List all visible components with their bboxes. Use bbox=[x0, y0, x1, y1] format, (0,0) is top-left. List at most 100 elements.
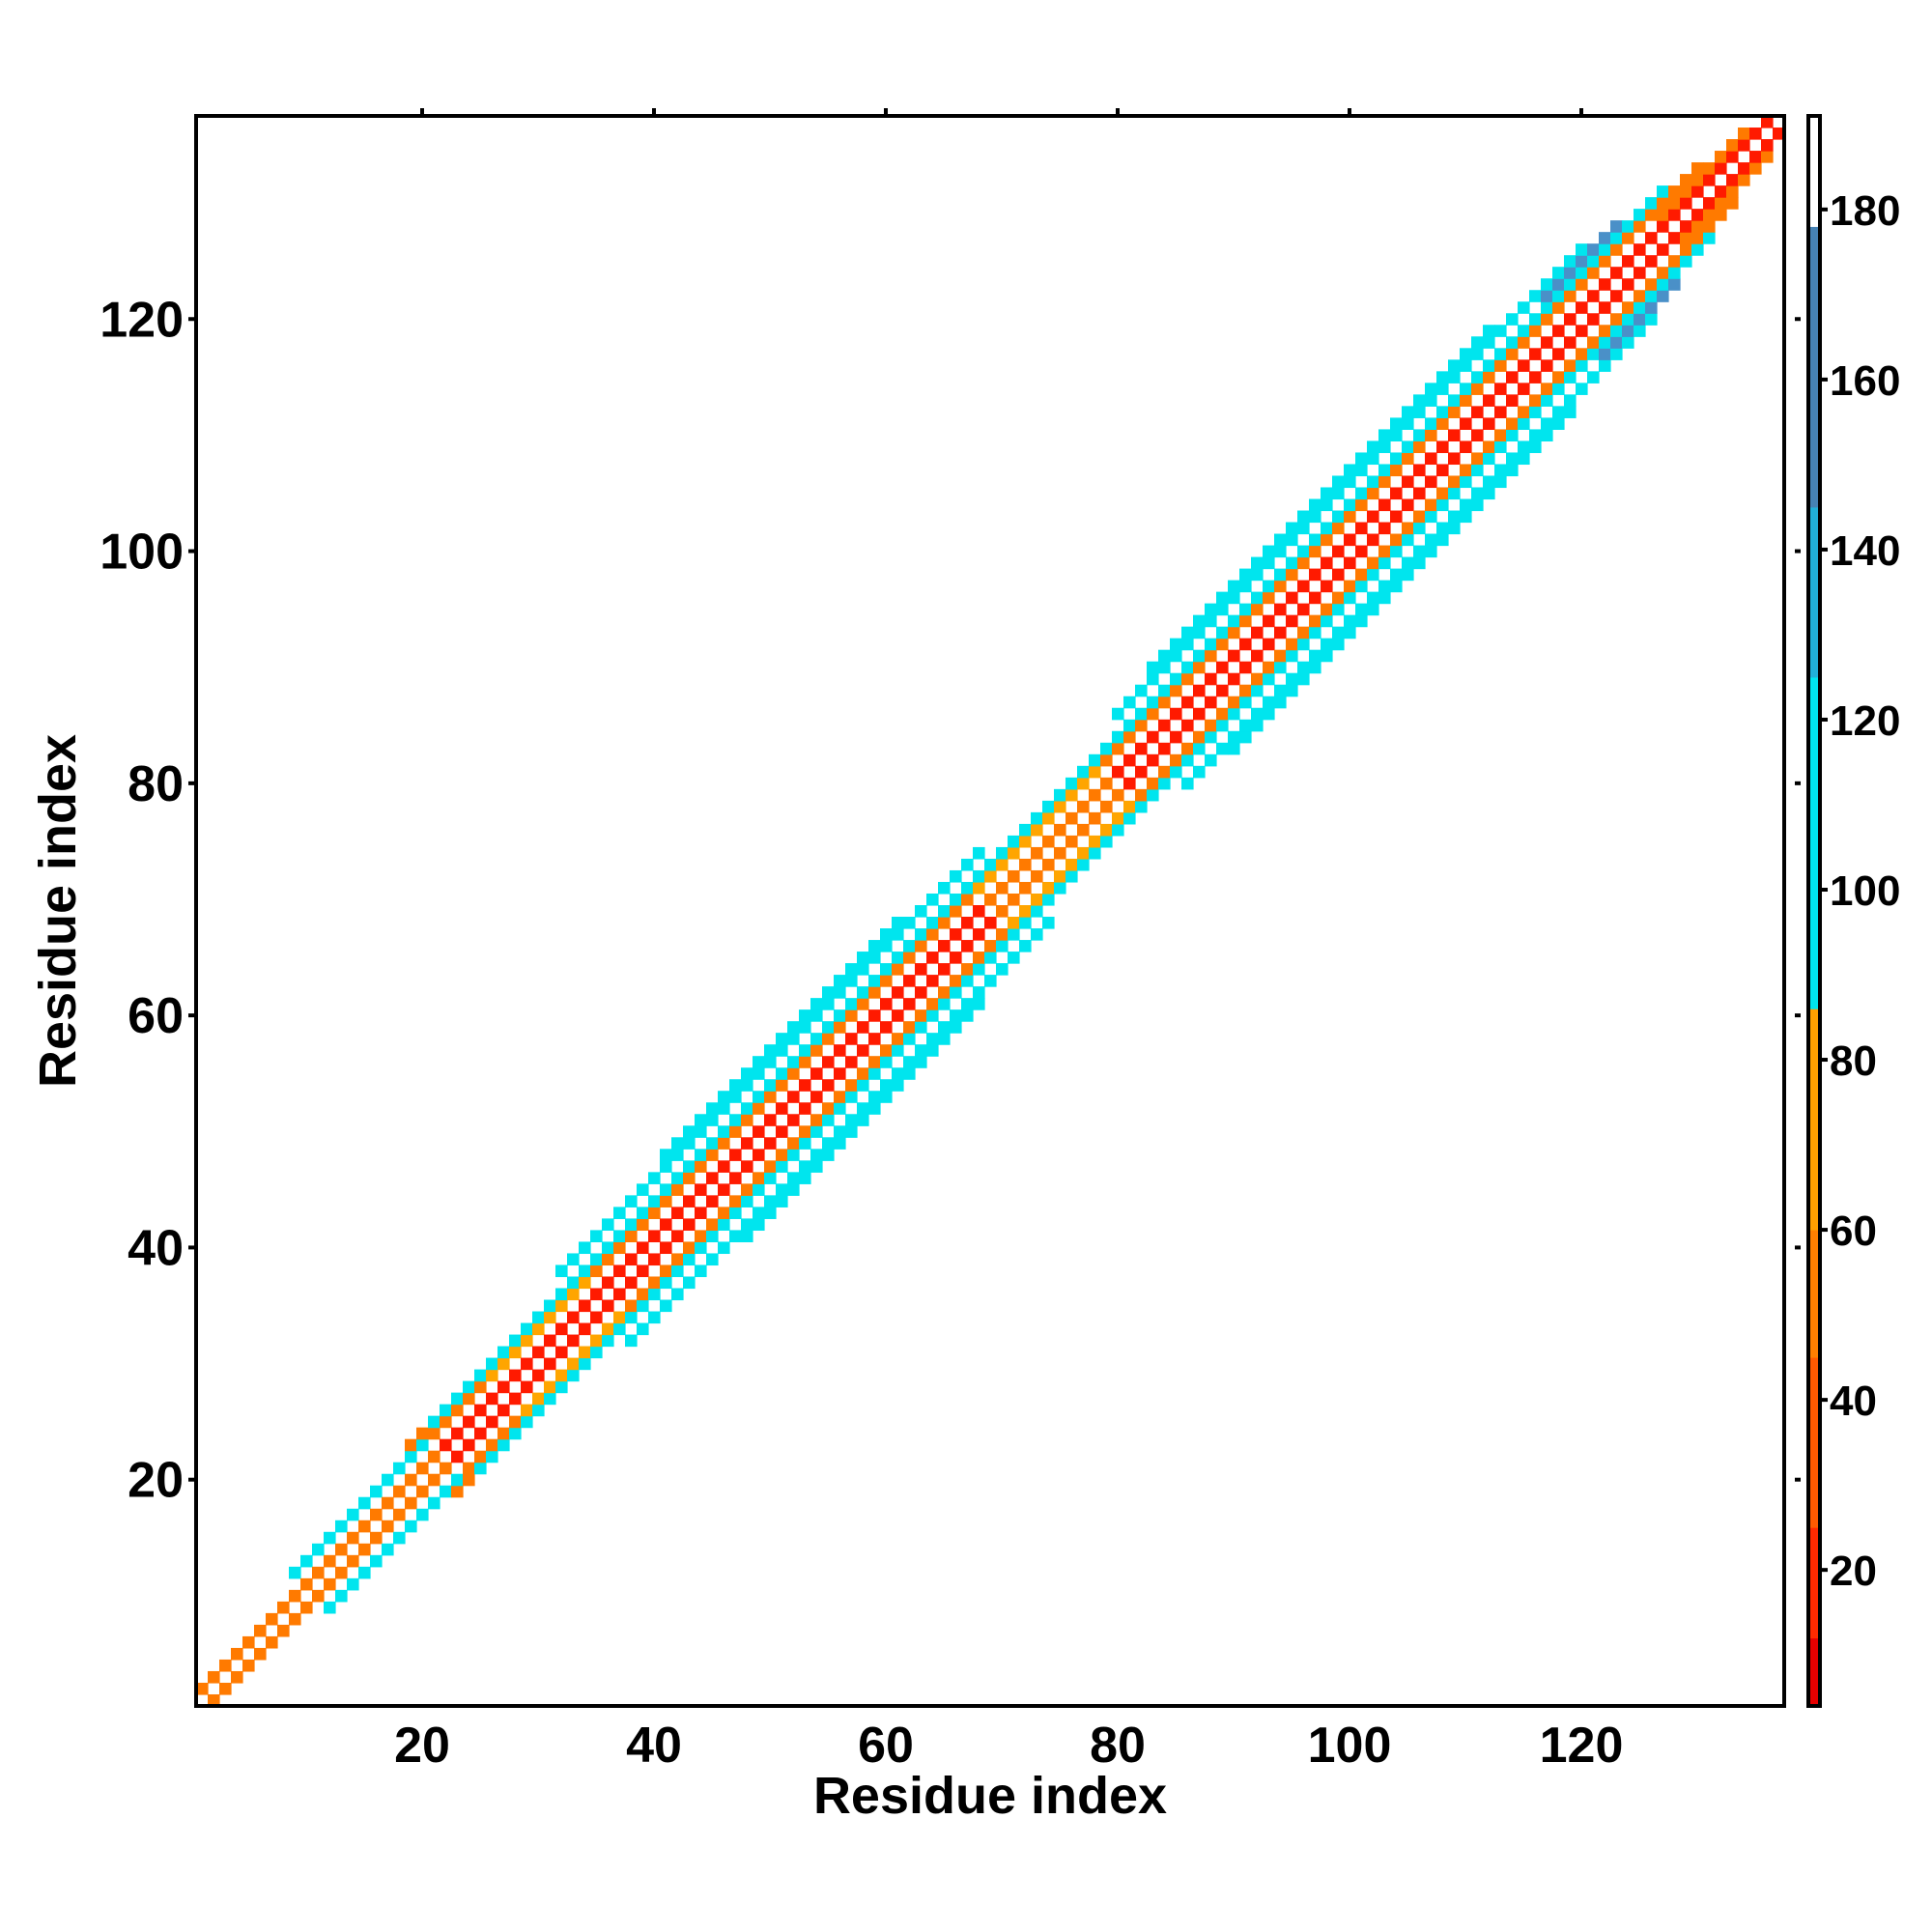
colorbar-segment bbox=[1808, 1230, 1820, 1358]
heatmap-cell bbox=[938, 881, 951, 895]
heatmap-cell bbox=[706, 1102, 719, 1115]
heatmap-cell bbox=[1239, 568, 1252, 582]
heatmap-cell bbox=[1054, 846, 1066, 860]
heatmap-cell bbox=[926, 975, 939, 987]
heatmap-cell bbox=[834, 1044, 846, 1057]
heatmap-cell bbox=[764, 1079, 777, 1092]
heatmap-cell bbox=[474, 1380, 487, 1394]
heatmap-cell bbox=[799, 1056, 811, 1068]
heatmap-cell bbox=[683, 1137, 696, 1150]
heatmap-cell bbox=[602, 1334, 614, 1348]
heatmap-cell bbox=[868, 1067, 881, 1080]
heatmap-cell bbox=[1471, 487, 1484, 500]
y-axis: 20 40 60 80 100 120 bbox=[99, 292, 196, 1509]
heatmap-cell bbox=[1494, 348, 1507, 360]
heatmap-cell bbox=[555, 1299, 568, 1313]
heatmap-cell bbox=[1506, 394, 1519, 407]
heatmap-cell bbox=[1263, 556, 1275, 570]
heatmap-cell bbox=[915, 940, 927, 952]
heatmap-cell bbox=[753, 1125, 765, 1138]
heatmap-cell bbox=[706, 1253, 719, 1266]
heatmap-cell bbox=[1263, 696, 1275, 709]
heatmap-cell bbox=[1680, 185, 1692, 198]
heatmap-cell bbox=[648, 1230, 661, 1243]
colorbar-tick-label: 160 bbox=[1830, 357, 1900, 405]
heatmap-cell bbox=[1297, 545, 1310, 558]
heatmap-cell bbox=[1471, 406, 1484, 418]
heatmap-cell bbox=[880, 940, 893, 952]
heatmap-cell bbox=[834, 975, 846, 987]
heatmap-cell bbox=[1576, 243, 1588, 256]
heatmap-cell bbox=[868, 940, 881, 952]
heatmap-cell bbox=[776, 1044, 788, 1057]
heatmap-cell bbox=[938, 986, 951, 999]
heatmap-cell bbox=[1355, 487, 1368, 500]
heatmap-cell bbox=[1321, 533, 1333, 547]
heatmap-cell bbox=[787, 1033, 800, 1045]
colorbar-tick-label: 80 bbox=[1830, 1037, 1877, 1085]
heatmap-cell bbox=[1193, 661, 1206, 674]
heatmap-cell bbox=[335, 1543, 348, 1556]
heatmap-cell bbox=[718, 1091, 730, 1103]
heatmap-cell bbox=[1297, 638, 1310, 651]
heatmap-cell bbox=[950, 986, 962, 999]
heatmap-cell bbox=[1193, 730, 1206, 744]
heatmap-cell bbox=[1216, 684, 1229, 697]
heatmap-cell bbox=[1054, 869, 1066, 883]
heatmap-cell bbox=[1691, 220, 1704, 233]
heatmap-cell bbox=[1344, 614, 1356, 628]
heatmap-cell bbox=[509, 1334, 522, 1348]
heatmap-cell bbox=[1436, 464, 1449, 477]
heatmap-cell bbox=[1680, 174, 1692, 186]
heatmap-cell bbox=[590, 1288, 603, 1301]
heatmap-cell bbox=[1402, 406, 1414, 418]
heatmap-cell bbox=[1089, 765, 1101, 779]
heatmap-cell bbox=[1228, 649, 1240, 663]
heatmap-cell bbox=[1576, 383, 1588, 395]
heatmap-cell bbox=[996, 928, 1009, 941]
heatmap-cell bbox=[579, 1346, 591, 1359]
heatmap-cell bbox=[1564, 255, 1577, 268]
heatmap-cell bbox=[590, 1346, 603, 1359]
heatmap-cell bbox=[1274, 684, 1287, 697]
heatmap-cell bbox=[1402, 522, 1414, 535]
heatmap-cell bbox=[1390, 487, 1403, 500]
heatmap-cell bbox=[1309, 545, 1321, 558]
heatmap-cell bbox=[926, 1033, 939, 1045]
heatmap-cell bbox=[1239, 603, 1252, 616]
heatmap-cell bbox=[1460, 498, 1472, 512]
heatmap-cell bbox=[324, 1531, 336, 1545]
heatmap-cell bbox=[1170, 672, 1182, 686]
heatmap-cell bbox=[347, 1531, 359, 1545]
heatmap-cell bbox=[1749, 128, 1762, 140]
heatmap-cell bbox=[1042, 917, 1055, 929]
heatmap-cell bbox=[567, 1357, 580, 1371]
heatmap-cell bbox=[1657, 278, 1669, 291]
heatmap-cell bbox=[880, 963, 893, 976]
heatmap-cell bbox=[950, 1009, 962, 1022]
heatmap-cell bbox=[1541, 417, 1553, 430]
heatmap-cell bbox=[903, 917, 916, 929]
heatmap-cell bbox=[1436, 522, 1449, 535]
heatmap-cell bbox=[1529, 371, 1542, 384]
heatmap-cell bbox=[1112, 707, 1124, 721]
heatmap-cell bbox=[1726, 185, 1739, 198]
heatmap-cell bbox=[822, 1114, 835, 1126]
heatmap-cell bbox=[1065, 835, 1078, 848]
heatmap-cell bbox=[1008, 917, 1020, 929]
heatmap-cell bbox=[1413, 429, 1426, 441]
heatmap-cell bbox=[996, 940, 1009, 952]
heatmap-cell bbox=[984, 858, 997, 871]
heatmap-cell bbox=[416, 1508, 429, 1521]
heatmap-cell bbox=[1274, 545, 1287, 558]
heatmap-cell bbox=[1205, 696, 1217, 709]
heatmap-cell bbox=[776, 1033, 788, 1045]
heatmap-cell bbox=[440, 1415, 452, 1429]
heatmap-cell bbox=[1761, 139, 1774, 152]
heatmap-cell bbox=[915, 1009, 927, 1022]
heatmap-cell bbox=[521, 1357, 533, 1371]
heatmap-cell bbox=[1332, 638, 1345, 651]
heatmap-cell bbox=[1321, 498, 1333, 512]
heatmap-cell bbox=[1506, 336, 1519, 349]
heatmap-cell bbox=[1703, 220, 1716, 233]
